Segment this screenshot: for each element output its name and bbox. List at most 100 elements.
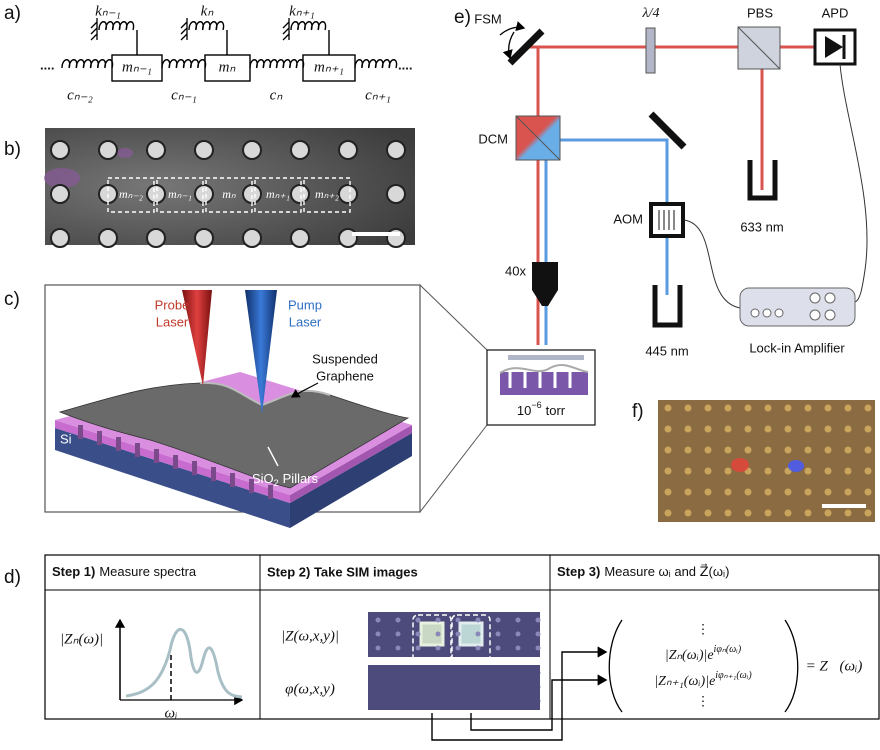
pillar bbox=[376, 632, 381, 637]
pillar bbox=[416, 646, 421, 651]
damper bbox=[62, 60, 113, 68]
pillar bbox=[456, 618, 461, 623]
probe-label: Probe bbox=[155, 297, 190, 312]
shape bbox=[126, 629, 242, 697]
damper bbox=[250, 60, 304, 68]
pillar bbox=[845, 405, 852, 412]
shape bbox=[368, 665, 540, 710]
pillar bbox=[78, 425, 83, 439]
pillar bbox=[339, 229, 357, 247]
pillar bbox=[665, 405, 672, 412]
ellipsis: .... bbox=[398, 57, 412, 72]
vector-row: iφₙ(ωᵢ) bbox=[714, 644, 742, 655]
pillar bbox=[387, 229, 405, 247]
pump-spot bbox=[788, 460, 804, 472]
pillar bbox=[685, 468, 692, 475]
shape bbox=[420, 285, 487, 350]
pillar bbox=[765, 426, 772, 433]
pillar bbox=[865, 447, 872, 454]
pillar bbox=[436, 618, 441, 623]
red-laser-label: 633 nm bbox=[740, 219, 783, 234]
shape bbox=[825, 310, 835, 320]
pillar bbox=[865, 426, 872, 433]
pillar bbox=[173, 455, 178, 469]
pillar bbox=[825, 405, 832, 412]
pillar bbox=[416, 618, 421, 623]
vdots: ⋮ bbox=[697, 693, 710, 708]
pillar bbox=[825, 468, 832, 475]
pillar bbox=[865, 405, 872, 412]
pillar bbox=[805, 426, 812, 433]
pillar bbox=[665, 447, 672, 454]
pillar bbox=[785, 510, 792, 517]
pillar bbox=[147, 185, 165, 203]
pillar bbox=[845, 468, 852, 475]
ground bbox=[91, 18, 97, 40]
pillar bbox=[865, 468, 872, 475]
mass-label: mₙ bbox=[222, 187, 236, 201]
shape bbox=[368, 612, 540, 657]
shape bbox=[740, 288, 855, 326]
ellipsis: .... bbox=[40, 57, 54, 72]
pillar bbox=[685, 405, 692, 412]
pillar bbox=[705, 426, 712, 433]
pillar bbox=[97, 431, 102, 445]
pillar bbox=[745, 510, 752, 517]
aom-label: AOM bbox=[613, 211, 643, 226]
panel-label: d) bbox=[4, 567, 21, 588]
pillar bbox=[536, 618, 541, 623]
optical-setup: FSM λ/4 PBS APD 633 nm DCM AOM 445 nm 40… bbox=[474, 5, 867, 425]
pillars-label: SiO bbox=[252, 471, 274, 486]
pillar bbox=[396, 632, 401, 637]
pillar bbox=[195, 229, 213, 247]
pillar bbox=[192, 461, 197, 475]
waveplate-label: λ/4 bbox=[642, 6, 660, 21]
vdots: ⋮ bbox=[697, 621, 710, 636]
pillar bbox=[665, 489, 672, 496]
fsm-label: FSM bbox=[474, 11, 501, 26]
shape bbox=[825, 293, 835, 303]
pillar bbox=[705, 468, 712, 475]
pump-label: Laser bbox=[289, 314, 322, 329]
pillar bbox=[845, 489, 852, 496]
pillar bbox=[516, 646, 521, 651]
pillar bbox=[785, 447, 792, 454]
pillar bbox=[195, 141, 213, 159]
shape bbox=[651, 204, 683, 236]
pillars-label: 2 bbox=[274, 478, 279, 488]
step-heading: Step 1)Measure spectra bbox=[52, 564, 197, 579]
pillar bbox=[665, 468, 672, 475]
vector-row: |Zₙ(ωᵢ)|eiφₙ(ωᵢ) bbox=[665, 644, 742, 663]
pillar bbox=[825, 510, 832, 517]
amplitude-label: |Z(ω,x,y)| bbox=[281, 628, 339, 644]
shape bbox=[500, 372, 588, 395]
step-heading: Step 3) bbox=[557, 564, 600, 579]
ground bbox=[181, 18, 187, 40]
pillar bbox=[116, 437, 121, 451]
damper-label: cₙ₋₂ bbox=[67, 87, 93, 103]
pillar bbox=[705, 510, 712, 517]
pillar bbox=[291, 185, 309, 203]
mass-label: mₙ₋₂ bbox=[119, 187, 143, 201]
pillar bbox=[845, 447, 852, 454]
pillar bbox=[725, 426, 732, 433]
mass-label: mₙ bbox=[219, 59, 237, 75]
spring bbox=[291, 22, 329, 55]
pillar bbox=[785, 405, 792, 412]
vector-row: |Zₙ₊₁(ωᵢ)|e bbox=[654, 674, 715, 689]
shape bbox=[658, 400, 875, 522]
procedure-table: Step 1)Measure spectra Step 2) Take SIM … bbox=[45, 555, 879, 740]
pillar bbox=[865, 510, 872, 517]
pillar bbox=[765, 468, 772, 475]
panel-label: e) bbox=[454, 7, 471, 28]
shape bbox=[646, 28, 655, 73]
pillar bbox=[456, 646, 461, 651]
pillar bbox=[745, 447, 752, 454]
pillar bbox=[705, 447, 712, 454]
panel-label: b) bbox=[4, 139, 21, 160]
pillar bbox=[536, 632, 541, 637]
pillar bbox=[268, 485, 273, 499]
damper-label: cₙ₋₁ bbox=[171, 87, 197, 103]
pillar bbox=[685, 426, 692, 433]
pillar bbox=[805, 468, 812, 475]
